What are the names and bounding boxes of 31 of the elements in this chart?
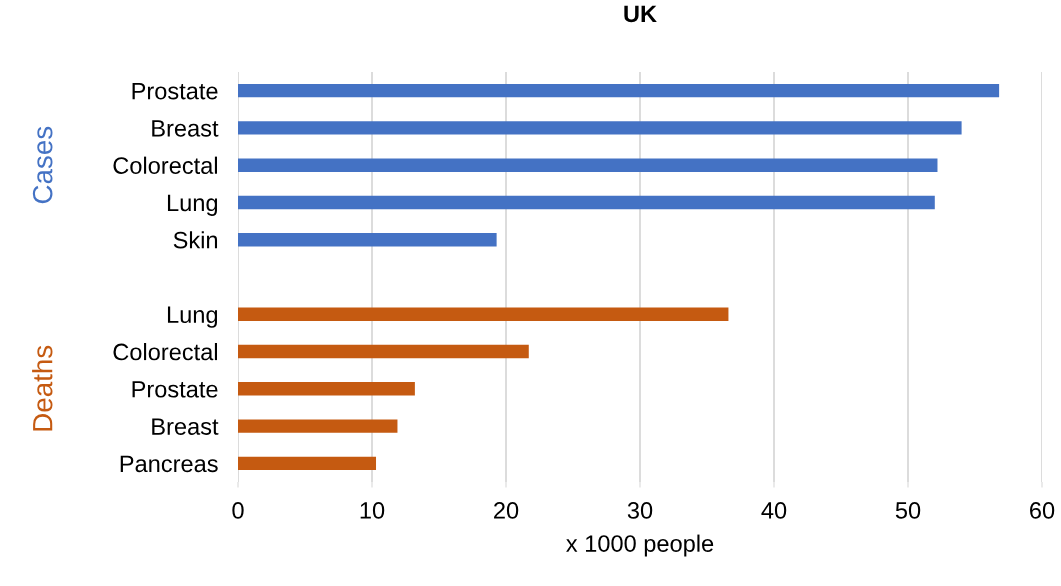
- y-tick-label: Breast: [152, 418, 219, 435]
- bar: [238, 456, 377, 471]
- x-tick-label: 60: [1030, 502, 1055, 519]
- bar: [238, 121, 962, 135]
- x-tick-label: 50: [895, 502, 921, 519]
- x-tick-label: 30: [627, 502, 653, 519]
- x-tick-label: 0: [232, 502, 244, 519]
- bar: [238, 158, 938, 172]
- x-tick-label: 40: [761, 502, 787, 519]
- bar: [238, 233, 497, 247]
- bar: [238, 344, 529, 359]
- y-tick-label: Skin: [173, 231, 218, 249]
- bar: [238, 195, 935, 210]
- y-tick-label: Pancreas: [120, 455, 218, 473]
- y-tick-label: Lung: [167, 306, 218, 328]
- x-tick-label: 20: [494, 502, 519, 519]
- bar: [238, 83, 1000, 98]
- y-tick-label: Colorectal: [113, 156, 217, 174]
- y-tick-label: Colorectal: [113, 342, 217, 361]
- bar: [238, 307, 729, 321]
- y-tick-label: Prostate: [132, 381, 218, 398]
- chart-title: UK: [624, 5, 657, 23]
- y-tick-label: Breast: [152, 120, 219, 137]
- x-axis-title: x 1000 people: [566, 534, 714, 557]
- text: Deaths: [32, 345, 53, 431]
- x-tick-label: 10: [360, 502, 385, 519]
- text: Cases: [32, 126, 53, 204]
- bar: [238, 382, 415, 396]
- bar: [238, 419, 398, 433]
- y-tick-label: Lung: [167, 194, 218, 216]
- y-tick-label: Prostate: [132, 82, 218, 100]
